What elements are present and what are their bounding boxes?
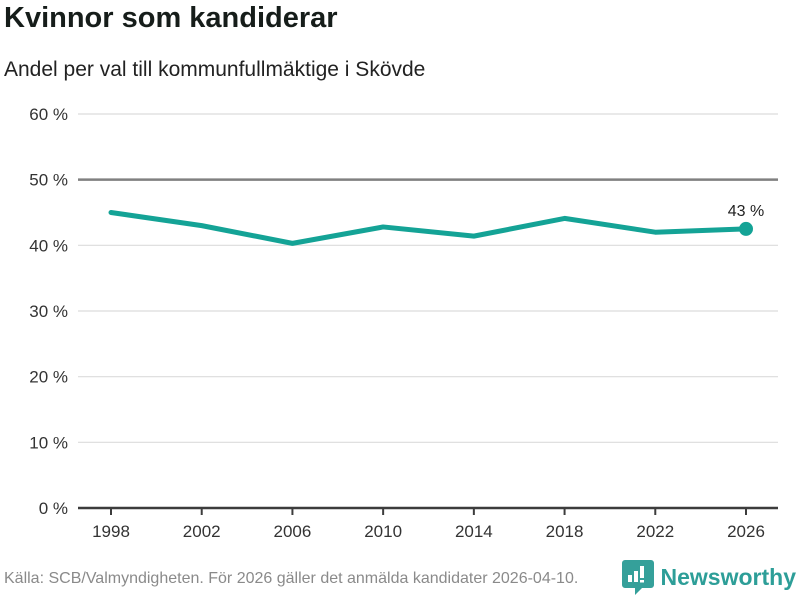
brand-name: Newsworthy xyxy=(660,564,796,590)
x-tick-label: 2002 xyxy=(183,522,221,541)
x-tick-label: 2022 xyxy=(636,522,674,541)
x-tick-label: 2006 xyxy=(274,522,312,541)
y-tick-label: 20 % xyxy=(29,368,68,387)
y-tick-label: 60 % xyxy=(29,105,68,124)
source-note: Källa: SCB/Valmyndigheten. För 2026 gäll… xyxy=(4,570,579,587)
newsworthy-logo-icon xyxy=(621,560,654,595)
endpoint-value-label: 43 % xyxy=(728,203,764,220)
x-tick-label: 2014 xyxy=(455,522,493,541)
brand-lockup: Newsworthy xyxy=(621,560,796,595)
x-tick-label: 2010 xyxy=(364,522,402,541)
chart-title: Kvinnor som kandiderar xyxy=(4,2,338,34)
endpoint-marker xyxy=(738,221,753,236)
chart-subtitle: Andel per val till kommunfullmäktige i S… xyxy=(4,58,426,81)
x-tick-label: 2026 xyxy=(727,522,765,541)
data-line-andel-kvinnor xyxy=(108,209,749,246)
x-tick-label: 1998 xyxy=(92,522,130,541)
y-tick-label: 0 % xyxy=(39,499,68,518)
y-tick-label: 50 % xyxy=(29,171,68,190)
x-tick-label: 2018 xyxy=(546,522,584,541)
y-tick-label: 10 % xyxy=(29,433,68,452)
y-tick-label: 40 % xyxy=(29,236,68,255)
y-tick-label: 30 % xyxy=(29,302,68,321)
